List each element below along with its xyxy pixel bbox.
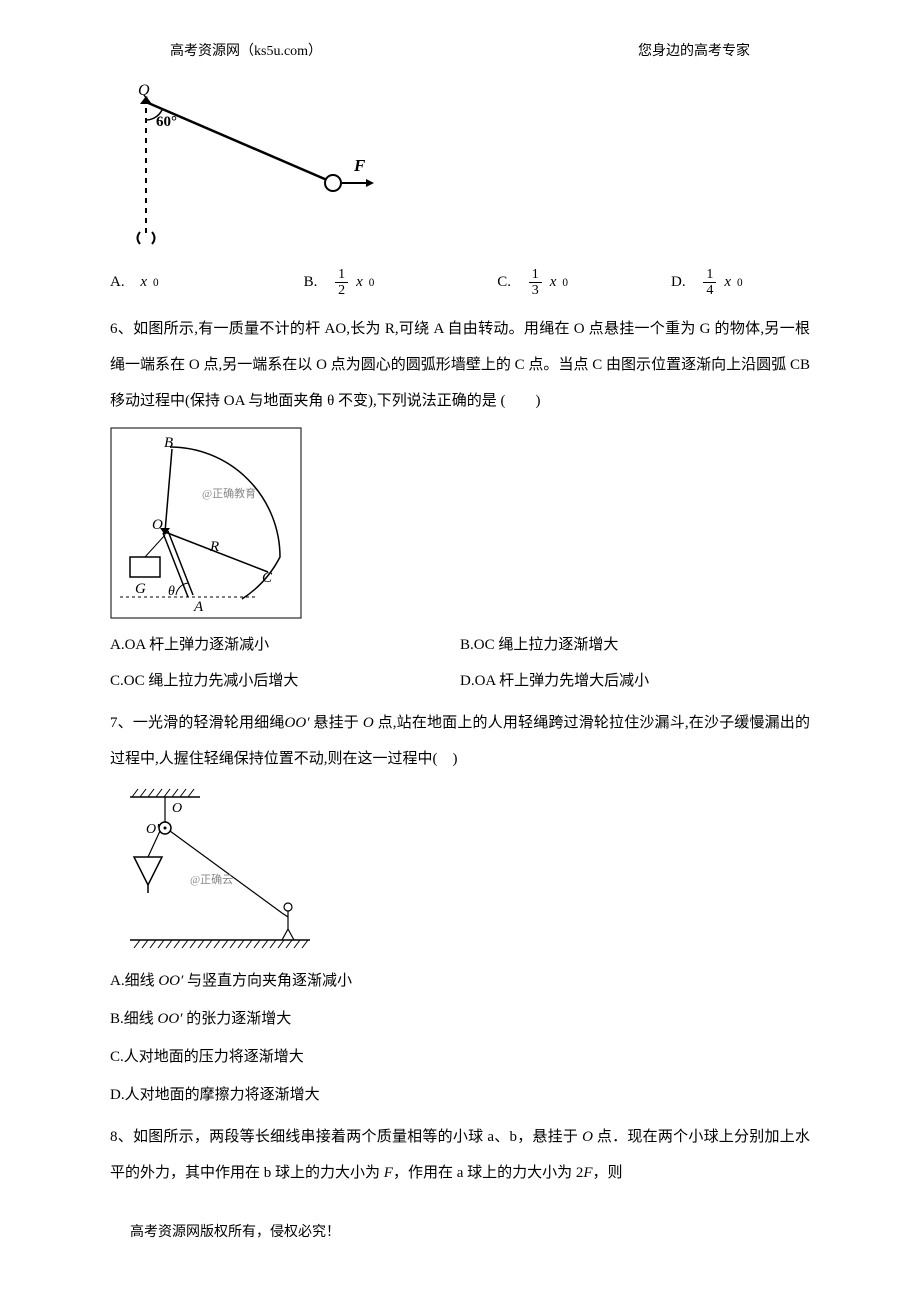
q7-b-post: 的张力逐渐增大	[182, 1011, 291, 1027]
q7-a-pre: A.细线	[110, 973, 158, 989]
opt-d-label: D.	[671, 274, 686, 291]
r-label: R	[209, 539, 219, 555]
opt-d-den: 4	[703, 283, 716, 298]
q5-options: A. x0 B. 12 x0 C. 13 x0 D. 14 x0	[110, 267, 810, 299]
q6-option-a: A.OA 杆上弹力逐渐减小	[110, 627, 460, 663]
q6-watermark: @正确教育	[202, 486, 256, 500]
person-arm	[282, 913, 288, 917]
g-string	[145, 535, 165, 557]
q8-t6: ，则	[593, 1165, 623, 1181]
f-label: F	[353, 156, 366, 175]
bottom-left-mark	[138, 232, 141, 244]
c-label: C	[262, 570, 273, 586]
funnel	[134, 857, 162, 885]
q6-diagram: B O C R A θ G @正确教育	[110, 427, 302, 619]
g-box	[130, 557, 160, 577]
q7-a-post: 与竖直方向夹角逐渐减小	[183, 973, 352, 989]
opt-b-var: x	[356, 274, 363, 291]
q7-option-a: A.细线 OO′ 与竖直方向夹角逐渐减小	[110, 963, 810, 999]
q7-a-mid: OO′	[158, 973, 183, 989]
g-label: G	[135, 581, 146, 597]
q6-option-c: C.OC 绳上拉力先减小后增大	[110, 663, 460, 699]
oa-rod-1	[163, 533, 188, 597]
opt-d-sub: 0	[737, 277, 743, 289]
opt-d-var: x	[724, 274, 731, 291]
person-leg2	[288, 929, 294, 940]
header-left-text: 高考资源网（ks5u.com）	[170, 40, 322, 60]
ceiling-hatches	[132, 789, 194, 797]
q6-options: A.OA 杆上弹力逐渐减小 B.OC 绳上拉力逐渐增大 C.OC 绳上拉力先减小…	[110, 627, 810, 699]
angle-label: 60°	[156, 114, 177, 130]
header-right-text: 您身边的高考专家	[638, 40, 750, 60]
q6-option-d: D.OA 杆上弹力先增大后减小	[460, 663, 810, 699]
f-arrow-head	[366, 179, 374, 187]
q6-figure: B O C R A θ G @正确教育	[110, 427, 810, 619]
q8-text: 8、如图所示，两段等长细线串接着两个质量相等的小球 a、b，悬挂于 O 点．现在…	[110, 1119, 810, 1191]
q7-t1: OO′	[285, 715, 310, 731]
q7-text: 7、一光滑的轻滑轮用细绳OO′ 悬挂于 O 点,站在地面上的人用轻绳跨过滑轮拉住…	[110, 705, 810, 777]
q8-t4: ，作用在 a 球上的力大小为 2	[393, 1165, 583, 1181]
q8-t0: 8、如图所示，两段等长细线串接着两个质量相等的小球 a、b，悬挂于	[110, 1129, 582, 1145]
q7-t0: 7、一光滑的轻滑轮用细绳	[110, 715, 285, 731]
o-label-q7: O	[172, 801, 182, 816]
ball-circle	[325, 175, 341, 191]
opt-a-label: A.	[110, 274, 125, 291]
q6-text: 6、如图所示,有一质量不计的杆 AO,长为 R,可绕 A 自由转动。用绳在 O …	[110, 311, 810, 419]
opt-c-var: x	[550, 274, 557, 291]
opt-d-num: 1	[703, 267, 716, 283]
q7-b-mid: OO′	[158, 1011, 183, 1027]
opt-a-sub: 0	[153, 277, 159, 289]
o-label: O	[152, 517, 163, 533]
q5-option-b: B. 12 x0	[304, 267, 498, 299]
q5-diagram: Q 60° F	[110, 80, 380, 255]
q7-diagram: O O′	[110, 785, 325, 955]
q7-t3: O	[363, 715, 374, 731]
q8-t5: F	[583, 1165, 592, 1181]
opt-b-label: B.	[304, 274, 318, 291]
q7-option-b: B.细线 OO′ 的张力逐渐增大	[110, 1001, 810, 1037]
a-label: A	[193, 599, 204, 615]
opt-b-sub: 0	[369, 277, 375, 289]
person-head	[284, 903, 292, 911]
q7-watermark: @正确云	[190, 873, 233, 886]
q7-b-pre: B.细线	[110, 1011, 158, 1027]
ob-line	[165, 449, 172, 532]
opt-c-den: 3	[529, 283, 542, 298]
q7-t2: 悬挂于	[309, 715, 362, 731]
q8-t3: F	[384, 1165, 393, 1181]
q5-option-a: A. x0	[110, 274, 304, 291]
q6-option-b: B.OC 绳上拉力逐渐增大	[460, 627, 810, 663]
q8-t1: O	[582, 1129, 593, 1145]
q7-ground-hatches	[134, 940, 308, 948]
opt-b-den: 2	[335, 283, 348, 298]
q5-figure: Q 60° F	[110, 80, 810, 255]
person-leg1	[282, 929, 288, 940]
q5-option-c: C. 13 x0	[497, 267, 671, 299]
opt-a-var: x	[140, 274, 147, 291]
page-header: 高考资源网（ks5u.com） 您身边的高考专家	[110, 40, 810, 60]
q7-option-c: C.人对地面的压力将逐渐增大	[110, 1039, 810, 1075]
opt-c-sub: 0	[562, 277, 568, 289]
q-label: Q	[138, 82, 150, 99]
opt-c-label: C.	[497, 274, 511, 291]
q7-figure: O O′	[110, 785, 810, 955]
q7-option-d: D.人对地面的摩擦力将逐渐增大	[110, 1077, 810, 1113]
opt-c-num: 1	[529, 267, 542, 283]
b-label: B	[164, 435, 173, 451]
bottom-right-mark	[152, 232, 155, 244]
rod-line	[146, 102, 327, 180]
opt-b-num: 1	[335, 267, 348, 283]
pulley-dot	[164, 826, 167, 829]
right-rope	[170, 831, 282, 913]
page-footer: 高考资源网版权所有，侵权必究！	[110, 1221, 810, 1241]
q5-option-d: D. 14 x0	[671, 267, 810, 299]
